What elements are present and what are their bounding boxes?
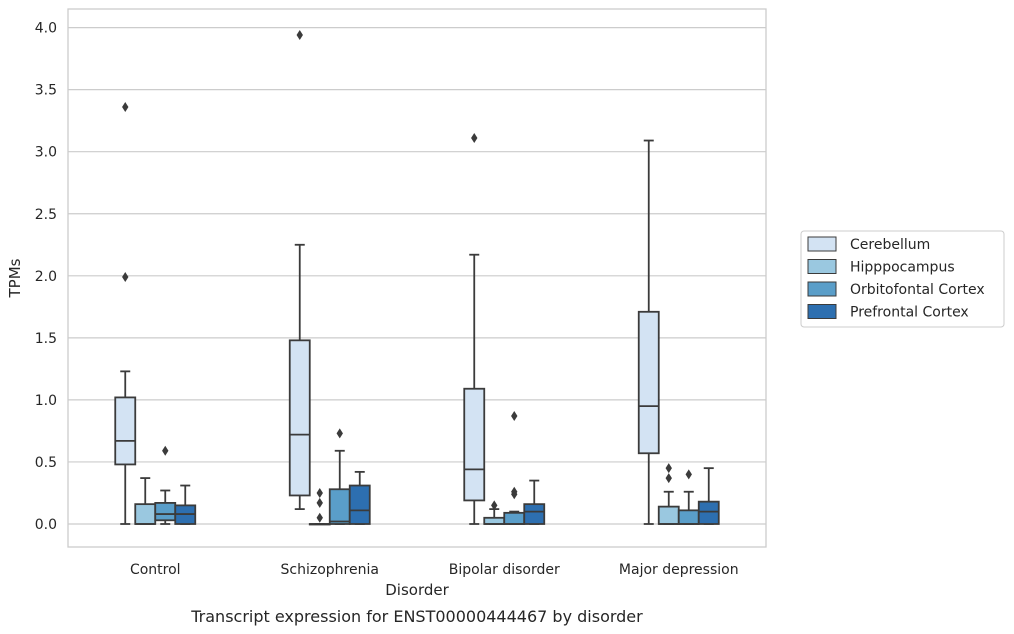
legend: Cerebellum Hipppocampus Orbitofontal Corte… bbox=[800, 230, 1005, 328]
outlier-point bbox=[511, 411, 518, 422]
outlier-point bbox=[491, 500, 498, 511]
legend-frame bbox=[800, 230, 1005, 328]
plot-frame bbox=[67, 8, 767, 548]
box-hipppocampus bbox=[483, 500, 506, 525]
box-orbitofontal-cortex bbox=[677, 469, 700, 525]
box-orbitofontal-cortex bbox=[503, 411, 526, 525]
y-axis-label: TPMs bbox=[6, 258, 24, 298]
box-plot-series bbox=[114, 30, 720, 526]
box-iqr bbox=[348, 484, 371, 525]
grid-lines bbox=[68, 27, 766, 525]
legend-label: Hipppocampus bbox=[850, 260, 955, 276]
box-iqr bbox=[677, 509, 700, 525]
y-tick-label: 4.0 bbox=[35, 21, 57, 37]
y-tick-label: 0.5 bbox=[35, 455, 57, 471]
x-tick-label: Schizophrenia bbox=[281, 562, 379, 578]
box-iqr bbox=[657, 505, 680, 525]
outlier-point bbox=[665, 463, 672, 474]
box-iqr bbox=[114, 396, 137, 466]
box-prefrontal-cortex bbox=[348, 470, 371, 525]
legend-label: Orbitofontal Cortex bbox=[850, 282, 985, 298]
box-iqr bbox=[328, 488, 351, 525]
box-prefrontal-cortex bbox=[697, 467, 720, 525]
outlier-point bbox=[316, 512, 323, 523]
legend-swatch bbox=[807, 304, 837, 319]
x-tick-label: Major depression bbox=[619, 562, 739, 578]
outlier-point bbox=[685, 469, 692, 480]
legend-swatch bbox=[807, 281, 837, 297]
box-iqr bbox=[288, 339, 311, 497]
box-prefrontal-cortex bbox=[174, 484, 197, 525]
x-axis-label: Disorder bbox=[385, 581, 449, 599]
outlier-point bbox=[122, 272, 129, 283]
box-iqr bbox=[523, 503, 546, 525]
box-cerebellum bbox=[637, 139, 660, 525]
box-iqr bbox=[503, 511, 526, 525]
box-hipppocampus bbox=[308, 487, 331, 526]
outlier-point bbox=[665, 473, 672, 484]
box-cerebellum bbox=[463, 133, 486, 525]
outlier-point bbox=[296, 30, 303, 41]
y-tick-label: 3.5 bbox=[35, 83, 57, 99]
box-iqr bbox=[463, 387, 486, 502]
y-tick-labels: 0.0 0.5 1.0 1.5 2.0 2.5 3.0 3.5 4.0 bbox=[35, 21, 57, 533]
box-iqr bbox=[637, 310, 660, 455]
outlier-point bbox=[511, 486, 518, 497]
outlier-point bbox=[122, 102, 129, 113]
x-tick-label: Control bbox=[130, 562, 181, 578]
outlier-point bbox=[316, 487, 323, 498]
y-tick-label: 1.0 bbox=[35, 393, 57, 409]
box-iqr bbox=[483, 516, 506, 525]
y-tick-label: 0.0 bbox=[35, 517, 57, 533]
legend-swatch bbox=[807, 236, 837, 252]
x-tick-labels: Control Schizophrenia Bipolar disorder Majo… bbox=[130, 562, 739, 578]
box-prefrontal-cortex bbox=[523, 479, 546, 525]
box-iqr bbox=[697, 500, 720, 525]
y-tick-label: 3.0 bbox=[35, 145, 57, 161]
box-orbitofontal-cortex bbox=[328, 428, 351, 525]
outlier-point bbox=[336, 428, 343, 439]
legend-label: Cerebellum bbox=[850, 237, 930, 253]
legend-swatch bbox=[807, 259, 837, 274]
y-tick-label: 2.0 bbox=[35, 269, 57, 285]
box-cerebellum bbox=[114, 102, 137, 525]
box-cerebellum bbox=[288, 30, 311, 511]
box-iqr bbox=[154, 502, 177, 522]
legend-label: Prefrontal Cortex bbox=[850, 305, 969, 321]
outlier-point bbox=[471, 133, 478, 144]
chart-caption: Transcript expression for ENST0000044446… bbox=[190, 607, 643, 626]
y-tick-label: 2.5 bbox=[35, 207, 57, 223]
x-tick-label: Bipolar disorder bbox=[449, 562, 560, 578]
y-tick-label: 1.5 bbox=[35, 331, 57, 347]
box-iqr bbox=[134, 503, 157, 525]
box-hipppocampus bbox=[657, 463, 680, 525]
box-hipppocampus bbox=[134, 477, 157, 525]
box-orbitofontal-cortex bbox=[154, 445, 177, 525]
outlier-point bbox=[316, 497, 323, 508]
outlier-point bbox=[162, 445, 169, 456]
